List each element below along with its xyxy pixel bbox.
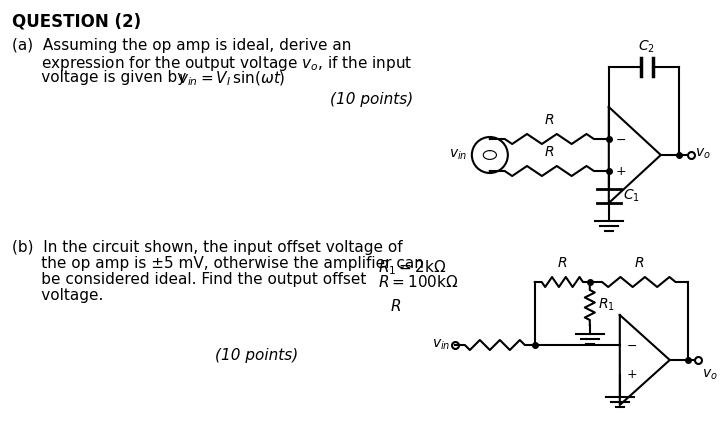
Text: voltage is given by: voltage is given by <box>12 70 186 85</box>
Text: (10 points): (10 points) <box>215 348 298 363</box>
Text: $v_o$: $v_o$ <box>702 368 718 382</box>
Text: $C_1$: $C_1$ <box>623 188 640 204</box>
Text: $-$: $-$ <box>626 338 637 351</box>
Text: $v_o$: $v_o$ <box>695 147 710 161</box>
Text: $+$: $+$ <box>615 164 626 178</box>
Text: $R_1$: $R_1$ <box>598 297 614 313</box>
Text: expression for the output voltage $v_o$, if the input: expression for the output voltage $v_o$,… <box>12 54 412 73</box>
Text: $R$: $R$ <box>544 145 554 159</box>
Text: the op amp is ±5 mV, otherwise the amplifier can: the op amp is ±5 mV, otherwise the ampli… <box>12 256 424 271</box>
Text: be considered ideal. Find the output offset: be considered ideal. Find the output off… <box>12 272 366 287</box>
Text: $v_{in}$: $v_{in}$ <box>432 338 451 352</box>
Text: (a)  Assuming the op amp is ideal, derive an: (a) Assuming the op amp is ideal, derive… <box>12 38 352 53</box>
Text: $v_{in}$: $v_{in}$ <box>449 148 468 162</box>
Text: $C_2$: $C_2$ <box>638 39 656 55</box>
Text: (10 points): (10 points) <box>330 92 413 107</box>
Text: (b)  In the circuit shown, the input offset voltage of: (b) In the circuit shown, the input offs… <box>12 240 403 255</box>
Text: $R$: $R$ <box>390 298 401 314</box>
Text: voltage.: voltage. <box>12 288 103 303</box>
Text: $R$: $R$ <box>544 113 554 127</box>
Text: $R_1 = 2\mathrm{k}\Omega$: $R_1 = 2\mathrm{k}\Omega$ <box>378 258 446 277</box>
Text: QUESTION (2): QUESTION (2) <box>12 12 141 30</box>
Text: $R = 100\mathrm{k}\Omega$: $R = 100\mathrm{k}\Omega$ <box>378 274 458 290</box>
Text: $R$: $R$ <box>557 256 567 270</box>
Text: $+$: $+$ <box>626 369 637 381</box>
Text: $R$: $R$ <box>634 256 644 270</box>
Text: $v_{in} = V_I\,\sin(\omega t)$: $v_{in} = V_I\,\sin(\omega t)$ <box>178 70 285 89</box>
Text: $-$: $-$ <box>615 132 626 145</box>
